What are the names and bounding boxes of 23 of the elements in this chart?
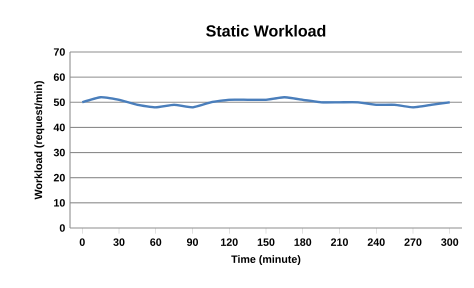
x-tick-label: 300 — [441, 238, 458, 246]
x-tick-label: 120 — [221, 238, 238, 246]
x-axis-title: Time (minute) — [231, 255, 300, 266]
y-tick-label: 20 — [54, 174, 65, 182]
y-tick-label: 70 — [54, 48, 65, 56]
y-tick-label: 60 — [54, 73, 65, 81]
y-tick-label: 30 — [54, 148, 65, 156]
y-tick-label: 10 — [54, 199, 65, 207]
x-tick-label: 270 — [404, 238, 422, 246]
chart-title: Static Workload — [206, 24, 326, 37]
x-tick-label: 240 — [368, 238, 385, 246]
y-tick-label: 0 — [60, 224, 65, 232]
x-tick-label: 0 — [80, 238, 85, 246]
y-axis-title: Workload (request/min) — [34, 81, 44, 200]
x-tick-label: 210 — [330, 238, 348, 246]
y-tick-label: 50 — [54, 98, 65, 106]
x-tick-label: 180 — [294, 238, 312, 246]
x-tick-label: 60 — [150, 238, 162, 246]
line-series — [81, 96, 451, 109]
y-tick-label: 40 — [54, 124, 65, 132]
x-tick-label: 30 — [113, 238, 125, 246]
x-tick-label: 150 — [258, 238, 274, 246]
x-tick-label: 90 — [186, 238, 198, 246]
